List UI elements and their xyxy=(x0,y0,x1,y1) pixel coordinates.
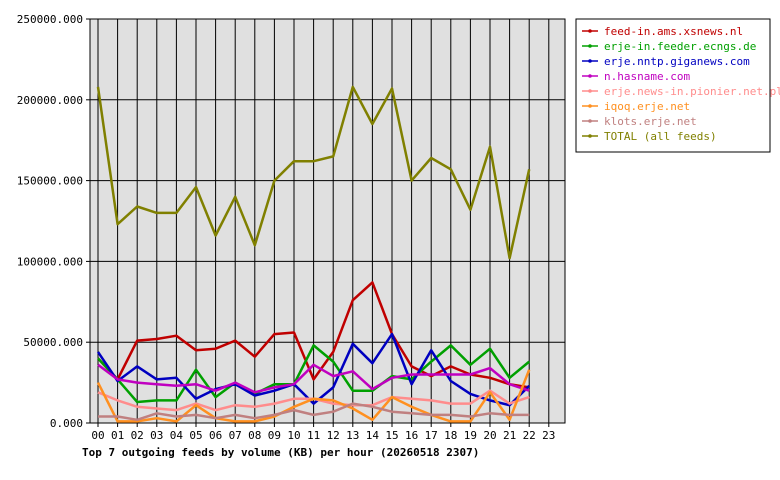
x-tick-label: 19 xyxy=(464,429,477,442)
legend: feed-in.ams.xsnews.nl erje-in.feeder.ecng… xyxy=(575,18,780,153)
chart-caption: Top 7 outgoing feeds by volume (KB) per … xyxy=(82,446,479,459)
grid xyxy=(90,19,565,423)
x-tick-label: 21 xyxy=(503,429,516,442)
y-tick-label: 150000.000 xyxy=(17,175,83,188)
legend-label: klots.erje.net xyxy=(604,115,697,128)
legend-marker xyxy=(588,74,592,78)
x-axis-ticks: 00 01 02 03 04 05 06 07 08 09 10 11 12 13 14 15 16 17 18 19… xyxy=(91,423,555,442)
x-tick-label: 04 xyxy=(170,429,184,442)
legend-box xyxy=(575,18,771,153)
x-tick-label: 12 xyxy=(327,429,340,442)
x-tick-label: 05 xyxy=(189,429,202,442)
x-tick-label: 23 xyxy=(542,429,555,442)
x-tick-label: 00 xyxy=(91,429,104,442)
legend-marker xyxy=(588,89,592,93)
x-tick-label: 14 xyxy=(366,429,380,442)
series-line xyxy=(96,85,531,260)
x-tick-label: 20 xyxy=(483,429,496,442)
y-tick-label: 250000.000 xyxy=(17,13,83,26)
legend-label: n.hasname.com xyxy=(604,70,690,83)
legend-marker xyxy=(588,59,592,63)
legend-marker xyxy=(588,134,592,138)
x-tick-label: 01 xyxy=(111,429,124,442)
series-line xyxy=(96,332,531,407)
series-line xyxy=(97,344,530,404)
x-tick-label: 06 xyxy=(209,429,222,442)
legend-label: iqoq.erje.net xyxy=(604,100,690,113)
legend-label: erje.nntp.giganews.com xyxy=(604,55,750,68)
y-tick-label: 200000.000 xyxy=(17,94,83,107)
series-line xyxy=(97,363,530,394)
x-tick-label: 08 xyxy=(248,429,261,442)
x-tick-label: 10 xyxy=(287,429,300,442)
legend-marker xyxy=(588,44,592,48)
x-tick-label: 18 xyxy=(444,429,457,442)
y-axis-ticks: 0.000 50000.000 100000.000 150000.000 200000… xyxy=(17,13,90,430)
legend-label: erje-in.feeder.ecngs.de xyxy=(604,40,756,53)
y-tick-label: 100000.000 xyxy=(17,255,83,268)
x-tick-label: 09 xyxy=(268,429,281,442)
y-tick-label: 0.000 xyxy=(50,417,83,430)
series-line xyxy=(98,402,530,422)
legend-label: erje.news-in.pionier.net.pl xyxy=(604,85,780,98)
series-line xyxy=(96,369,531,423)
series-line xyxy=(97,281,530,389)
y-tick-label: 50000.000 xyxy=(23,336,83,349)
x-tick-label: 07 xyxy=(229,429,242,442)
legend-label: feed-in.ams.xsnews.nl xyxy=(604,25,743,38)
legend-marker xyxy=(588,104,592,108)
x-tick-label: 13 xyxy=(346,429,359,442)
legend-marker xyxy=(588,119,592,123)
plot-area xyxy=(89,18,566,424)
x-tick-label: 02 xyxy=(131,429,144,442)
x-tick-label: 17 xyxy=(425,429,438,442)
x-tick-label: 15 xyxy=(385,429,398,442)
x-tick-label: 16 xyxy=(405,429,418,442)
legend-label: TOTAL (all feeds) xyxy=(604,130,717,143)
x-tick-label: 11 xyxy=(307,429,320,442)
x-tick-label: 03 xyxy=(150,429,163,442)
x-tick-label: 22 xyxy=(523,429,536,442)
series-lines xyxy=(96,85,531,423)
legend-marker xyxy=(588,29,592,33)
